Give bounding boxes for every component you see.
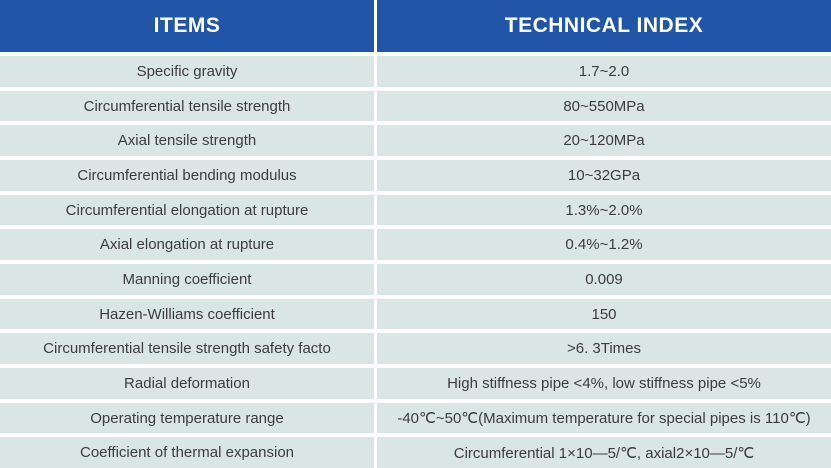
- table-row: Radial deformation High stiffness pipe <…: [0, 368, 831, 399]
- item-cell: Circumferential elongation at rupture: [0, 194, 374, 226]
- table-row: Operating temperature range -40℃~50℃(Max…: [0, 402, 831, 434]
- table-row: Hazen-Williams coefficient 150: [0, 298, 831, 330]
- value-cell: 0.4%~1.2%: [377, 229, 831, 261]
- value-cell: 80~550MPa: [377, 90, 831, 122]
- value-cell: 1.7~2.0: [377, 56, 831, 87]
- item-cell: Axial tensile strength: [0, 125, 374, 157]
- value-cell: 0.009: [377, 264, 831, 295]
- table-row: Circumferential bending modulus 10~32GPa: [0, 160, 831, 191]
- table-row: Axial tensile strength 20~120MPa: [0, 125, 831, 157]
- item-cell: Hazen-Williams coefficient: [0, 298, 374, 330]
- table-row: Axial elongation at rupture 0.4%~1.2%: [0, 229, 831, 261]
- value-cell: >6. 3Times: [377, 333, 831, 365]
- item-cell: Circumferential bending modulus: [0, 160, 374, 191]
- value-cell: 150: [377, 298, 831, 330]
- table-row: Circumferential tensile strength 80~550M…: [0, 90, 831, 122]
- value-cell: Circumferential 1×10—5/℃, axial2×10—5/℃: [377, 437, 831, 468]
- value-cell: 10~32GPa: [377, 160, 831, 191]
- value-cell: -40℃~50℃(Maximum temperature for special…: [377, 402, 831, 434]
- item-cell: Operating temperature range: [0, 402, 374, 434]
- item-cell: Specific gravity: [0, 56, 374, 87]
- value-cell: 1.3%~2.0%: [377, 194, 831, 226]
- table-row: Circumferential tensile strength safety …: [0, 333, 831, 365]
- table-row: Specific gravity 1.7~2.0: [0, 56, 831, 87]
- technical-index-column-header: TECHNICAL INDEX: [377, 0, 831, 52]
- item-cell: Manning coefficient: [0, 264, 374, 295]
- table-header-row: ITEMS TECHNICAL INDEX: [0, 0, 831, 52]
- table-row: Circumferential elongation at rupture 1.…: [0, 194, 831, 226]
- table-row: Manning coefficient 0.009: [0, 264, 831, 295]
- items-column-header: ITEMS: [0, 0, 374, 52]
- table-row: Coefficient of thermal expansion Circumf…: [0, 437, 831, 468]
- item-cell: Coefficient of thermal expansion: [0, 437, 374, 468]
- item-cell: Radial deformation: [0, 368, 374, 399]
- item-cell: Circumferential tensile strength safety …: [0, 333, 374, 365]
- item-cell: Axial elongation at rupture: [0, 229, 374, 261]
- item-cell: Circumferential tensile strength: [0, 90, 374, 122]
- value-cell: 20~120MPa: [377, 125, 831, 157]
- value-cell: High stiffness pipe <4%, low stiffness p…: [377, 368, 831, 399]
